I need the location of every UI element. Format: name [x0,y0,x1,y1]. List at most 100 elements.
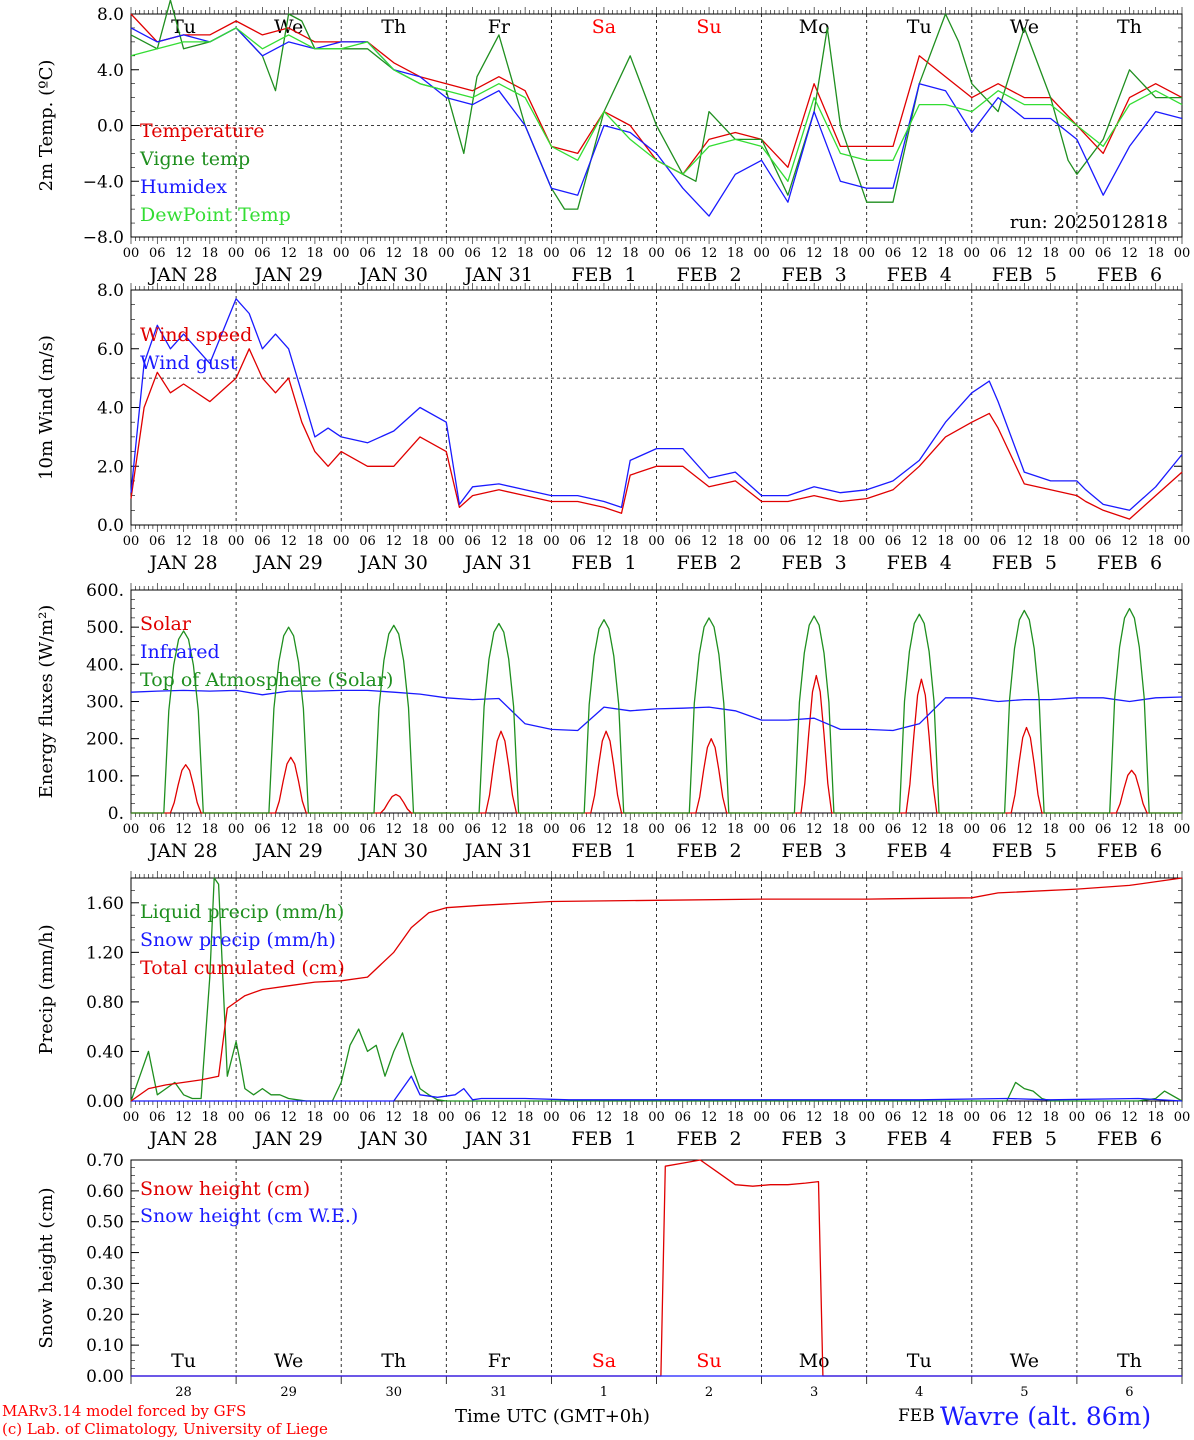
hour-tick-label: 18 [937,246,954,261]
hour-tick-label: 00 [123,1110,140,1125]
day-number-label: 4 [915,1385,923,1400]
y-tick-label: 0.80 [86,993,124,1013]
hour-tick-label: 12 [385,534,402,549]
hour-tick-label: 12 [596,246,613,261]
hour-tick-label: 18 [202,1110,219,1125]
hour-tick-label: 00 [543,822,560,837]
hour-tick-label: 00 [1174,1110,1191,1125]
legend-entry: Infrared [140,641,220,663]
hour-tick-label: 12 [385,246,402,261]
y-axis-label: Precip (mm/h) [36,924,57,1054]
date-label: FEB 4 [887,552,952,574]
hour-tick-label: 18 [1042,246,1059,261]
hour-tick-label: 06 [464,1110,481,1125]
hour-tick-label: 00 [1069,1110,1086,1125]
hour-tick-label: 00 [438,822,455,837]
y-tick-label: 1.20 [86,943,124,963]
date-label: JAN 29 [253,264,323,286]
hour-tick-label: 00 [964,534,981,549]
weekday-label: Th [381,1350,406,1372]
hour-tick-label: 00 [1174,534,1191,549]
weekday-label: Tu [171,16,196,38]
lab-credit: (c) Lab. of Climatology, University of L… [2,1420,328,1438]
hour-tick-label: 18 [1042,1110,1059,1125]
legend-entry: Snow height (cm) [140,1178,310,1200]
hour-tick-label: 00 [1069,534,1086,549]
date-label: JAN 28 [147,1128,217,1150]
weekday-label: Fr [488,16,511,38]
date-label: FEB 1 [571,840,636,862]
hour-tick-label: 12 [1016,534,1033,549]
hour-tick-label: 12 [806,534,823,549]
hour-tick-label: 00 [333,1110,350,1125]
date-label: JAN 29 [253,552,323,574]
hour-tick-label: 18 [727,246,744,261]
weekday-label: Su [696,1350,721,1372]
hour-tick-label: 00 [228,246,245,261]
hour-tick-label: 00 [858,246,875,261]
hour-tick-label: 12 [1121,1110,1138,1125]
y-tick-label: 8.0 [97,5,124,25]
y-tick-label: 0.70 [86,1151,124,1171]
hour-tick-label: 06 [885,534,902,549]
date-label: JAN 30 [358,1128,428,1150]
weekday-label: We [274,1350,303,1372]
legend-entry: Wind speed [140,324,252,346]
date-label: JAN 29 [253,840,323,862]
hour-tick-label: 06 [254,1110,271,1125]
hour-tick-label: 12 [280,246,297,261]
hour-tick-label: 18 [412,1110,429,1125]
y-tick-label: 0.30 [86,1274,124,1294]
legend-entry: DewPoint Temp [140,204,291,226]
hour-tick-label: 18 [832,534,849,549]
hour-tick-label: 12 [1121,246,1138,261]
y-axis-label: Energy fluxes (W/m²) [36,605,57,799]
hour-tick-label: 00 [123,822,140,837]
hour-tick-label: 06 [885,1110,902,1125]
hour-tick-label: 18 [727,1110,744,1125]
hour-tick-label: 12 [491,822,508,837]
hour-tick-label: 06 [675,246,692,261]
y-tick-label: 0.20 [86,1305,124,1325]
hour-tick-label: 06 [254,246,271,261]
hour-tick-label: 06 [359,1110,376,1125]
hour-tick-label: 00 [1069,246,1086,261]
hour-tick-label: 00 [438,534,455,549]
y-tick-label: 400. [86,655,124,675]
hour-tick-label: 12 [806,1110,823,1125]
hour-tick-label: 06 [675,534,692,549]
hour-tick-label: 12 [911,1110,928,1125]
weekday-label: We [1010,16,1039,38]
hour-tick-label: 12 [701,534,718,549]
hour-tick-label: 00 [333,246,350,261]
hour-tick-label: 12 [596,534,613,549]
hour-tick-label: 00 [648,246,665,261]
hour-tick-label: 12 [1016,246,1033,261]
hour-tick-label: 00 [1069,822,1086,837]
y-axis-label: Snow height (cm) [36,1187,57,1348]
hour-tick-label: 12 [911,246,928,261]
hour-tick-label: 12 [806,246,823,261]
legend-entry: Solar [140,613,192,635]
hour-tick-label: 18 [307,822,324,837]
day-number-label: 2 [705,1385,713,1400]
hour-tick-label: 12 [175,822,192,837]
hour-tick-label: 06 [1095,246,1112,261]
day-number-label: 3 [810,1385,818,1400]
y-tick-label: 0.0 [97,117,124,137]
hour-tick-label: 00 [753,246,770,261]
hour-tick-label: 00 [753,822,770,837]
hour-tick-label: 18 [832,822,849,837]
weekday-label: Sa [592,1350,616,1372]
legend-entry: Liquid precip (mm/h) [140,901,344,923]
hour-tick-label: 00 [1174,822,1191,837]
station-name: Wavre (alt. 86m) [940,1402,1152,1431]
hour-tick-label: 18 [832,1110,849,1125]
hour-tick-label: 06 [359,822,376,837]
hour-tick-label: 12 [1121,822,1138,837]
y-tick-label: 2.0 [97,457,124,477]
hour-tick-label: 00 [333,534,350,549]
hour-tick-label: 06 [675,1110,692,1125]
panel-2: 00 06 12 18 00 06 12 18 00 06 12 18 00 06 12 18 00 06 12 18… [36,281,1190,574]
day-number-label: 6 [1125,1385,1133,1400]
